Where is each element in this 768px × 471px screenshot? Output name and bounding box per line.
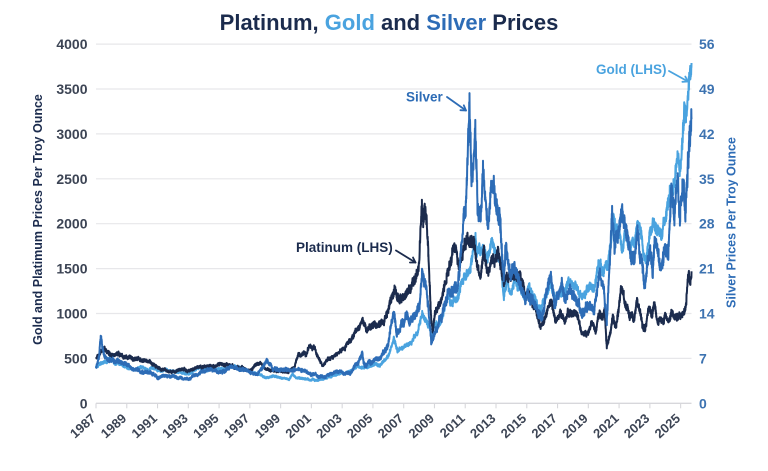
svg-text:500: 500: [64, 350, 88, 366]
svg-text:3500: 3500: [56, 81, 87, 97]
svg-text:42: 42: [699, 126, 715, 142]
svg-text:49: 49: [699, 81, 715, 97]
svg-text:7: 7: [699, 350, 707, 366]
svg-text:14: 14: [699, 306, 715, 322]
svg-text:Gold and Platimum Prices Per T: Gold and Platimum Prices Per Troy Ounce: [31, 94, 45, 345]
svg-text:Silver Prices Per Troy Ounce: Silver Prices Per Troy Ounce: [725, 137, 739, 308]
svg-text:Silver: Silver: [406, 90, 444, 105]
svg-text:2500: 2500: [56, 171, 87, 187]
svg-text:Platinum, Gold and Silver Pric: Platinum, Gold and Silver Prices: [220, 10, 559, 35]
svg-text:2000: 2000: [56, 216, 87, 232]
svg-text:4000: 4000: [56, 36, 87, 52]
svg-text:3000: 3000: [56, 126, 87, 142]
svg-text:1000: 1000: [56, 306, 87, 322]
svg-text:0: 0: [699, 395, 707, 411]
svg-text:28: 28: [699, 216, 715, 232]
svg-text:1500: 1500: [56, 261, 87, 277]
svg-text:56: 56: [699, 36, 715, 52]
svg-text:0: 0: [80, 395, 88, 411]
svg-text:Gold (LHS): Gold (LHS): [596, 62, 667, 77]
svg-text:Platinum (LHS): Platinum (LHS): [296, 240, 393, 255]
svg-text:35: 35: [699, 171, 715, 187]
svg-text:21: 21: [699, 261, 715, 277]
